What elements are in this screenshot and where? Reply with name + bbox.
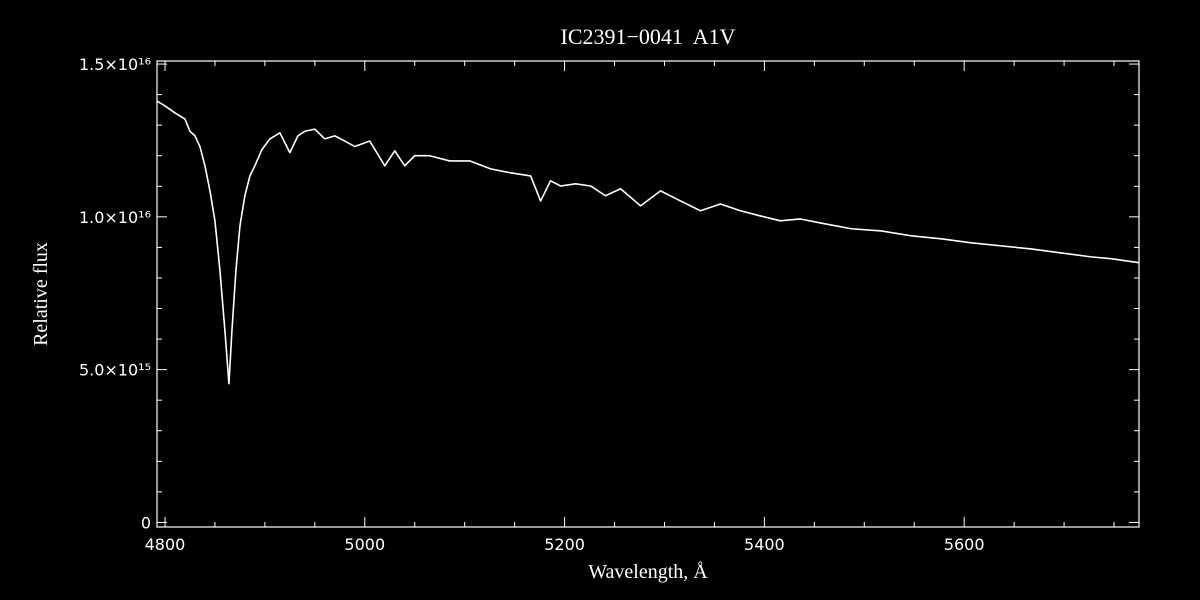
chart-title: IC2391−0041 A1V <box>561 24 736 49</box>
x-tick-label: 5200 <box>544 535 585 554</box>
y-tick-label: 5.0×10¹⁵ <box>79 361 151 380</box>
x-tick-label: 4800 <box>145 535 186 554</box>
plot-frame <box>156 60 1140 528</box>
spectrum-line <box>156 100 1140 385</box>
y-tick-label: 1.0×10¹⁶ <box>79 208 151 227</box>
x-tick-label: 5600 <box>944 535 985 554</box>
y-tick-label: 0 <box>141 513 151 532</box>
x-tick-label: 5400 <box>744 535 785 554</box>
x-axis-label: Wavelength, Å <box>588 561 708 583</box>
y-axis-label: Relative flux <box>30 242 52 346</box>
y-tick-label: 1.5×10¹⁶ <box>79 55 151 74</box>
x-tick-label: 5000 <box>344 535 385 554</box>
